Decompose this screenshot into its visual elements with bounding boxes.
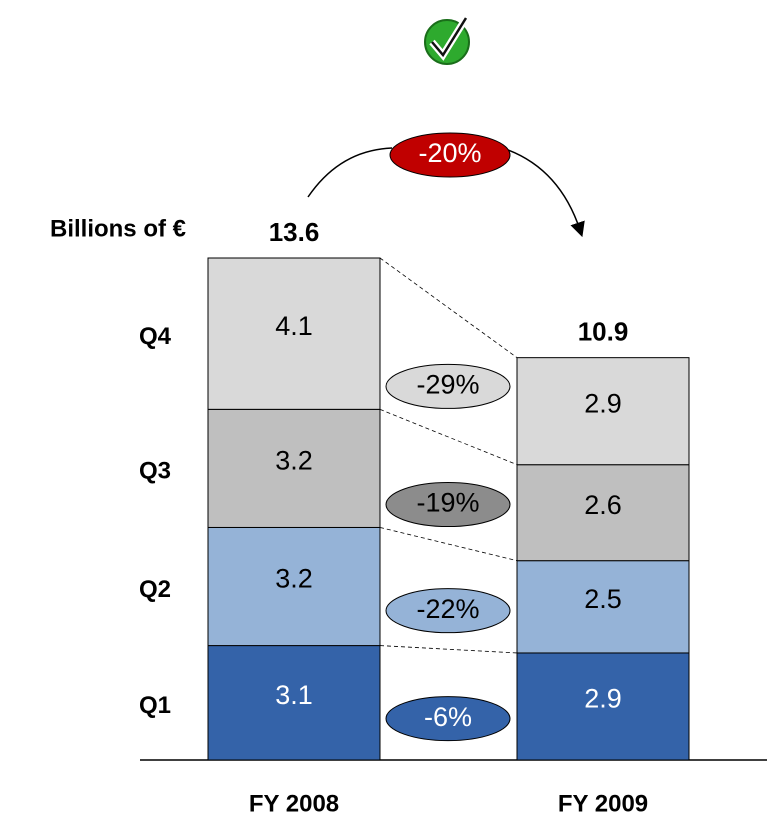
bar-segment (516, 560, 690, 654)
total-label: 13.6 (269, 217, 320, 247)
connector (379, 257, 518, 358)
change-label: -22% (416, 594, 479, 624)
change-bubble (385, 588, 511, 634)
arrow (507, 149, 585, 238)
total-label: 10.9 (578, 317, 629, 347)
bar-segment (207, 645, 381, 761)
bar-segment (516, 652, 690, 761)
total-change-label: -20% (418, 138, 481, 168)
total-change-bubble (389, 132, 511, 178)
change-label: -29% (416, 370, 479, 400)
x-tick-label: FY 2009 (558, 790, 648, 817)
series-label: Q1 (139, 692, 171, 719)
series-label: Q3 (139, 458, 171, 485)
x-tick-label: FY 2008 (249, 790, 339, 817)
connector (379, 408, 518, 466)
change-bubble (385, 482, 511, 528)
change-label: -6% (424, 702, 472, 732)
connector (379, 527, 518, 562)
series-label: Q4 (139, 323, 172, 350)
bar-segment (207, 526, 381, 647)
segment-label: 2.6 (584, 490, 622, 520)
series-label: Q2 (139, 576, 171, 603)
check-icon (424, 16, 470, 65)
change-bubble (385, 696, 511, 742)
connector (379, 645, 518, 654)
bar-segment (207, 257, 381, 410)
segment-label: 3.1 (275, 680, 313, 710)
change-bubble (385, 363, 511, 409)
bar-segment (207, 408, 381, 528)
segment-label: 4.1 (275, 311, 313, 341)
bar-segment (516, 357, 690, 466)
arrow (307, 147, 393, 198)
segment-label: 3.2 (275, 564, 313, 594)
bar-segment (516, 464, 690, 562)
y-label: Billions of € (50, 215, 186, 242)
segment-label: 3.2 (275, 446, 313, 476)
segment-label: 2.9 (584, 388, 622, 418)
change-label: -19% (416, 488, 479, 518)
segment-label: 2.9 (584, 684, 622, 714)
segment-label: 2.5 (584, 584, 622, 614)
